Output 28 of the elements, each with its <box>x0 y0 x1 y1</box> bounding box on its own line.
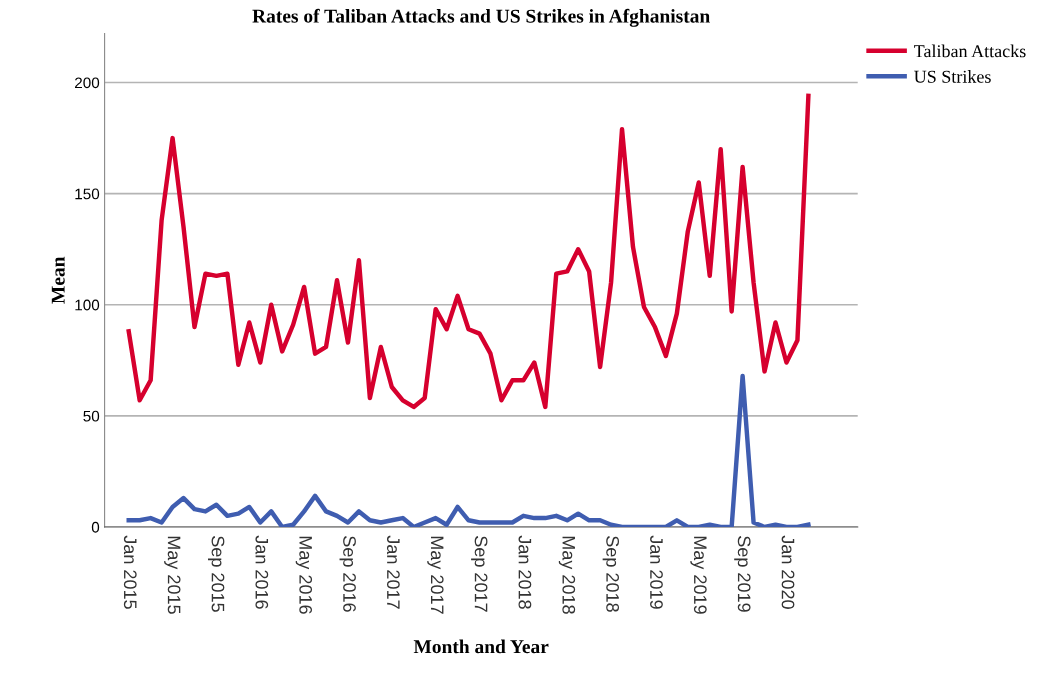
x-tick-label: Jan 2018 <box>518 535 532 609</box>
x-tick-label: Sep 2015 <box>208 536 225 612</box>
y-tick-label: 200 <box>75 77 100 89</box>
chart-title: Rates of Taliban Attacks and US Strikes in Afghanistan <box>252 8 710 27</box>
y-tick-label: 150 <box>75 188 100 200</box>
line-series <box>126 93 811 410</box>
y-tick-label: 100 <box>75 299 100 311</box>
legend-label: Taliban Attacks <box>914 44 1026 58</box>
x-tick-label: May 2015 <box>164 536 181 614</box>
x-tick-label: May 2016 <box>295 536 313 614</box>
x-tick-label: Jan 2017 <box>386 535 400 609</box>
x-tick-label: Sep 2017 <box>471 536 488 612</box>
x-tick-label: Jan 2020 <box>781 535 795 609</box>
legend-label: US Strikes <box>914 70 991 83</box>
x-tick-label: May 2017 <box>427 536 444 614</box>
x-axis-title: Month and Year <box>413 639 549 654</box>
x-tick-label: Jan 2019 <box>650 535 663 609</box>
y-axis-title: Mean <box>51 256 65 304</box>
x-tick-label: Jan 2015 <box>123 535 137 609</box>
x-tick-label: Sep 2018 <box>602 536 619 612</box>
x-tick-label: May 2018 <box>558 536 576 614</box>
x-tick-label: Sep 2019 <box>734 536 751 612</box>
y-tick-label: 50 <box>83 410 100 422</box>
x-tick-label: May 2019 <box>690 536 707 614</box>
x-tick-label: Jan 2016 <box>255 535 269 609</box>
line-series <box>126 373 811 527</box>
x-tick-label: Sep 2016 <box>339 536 356 612</box>
y-tick-label: 0 <box>91 521 100 533</box>
